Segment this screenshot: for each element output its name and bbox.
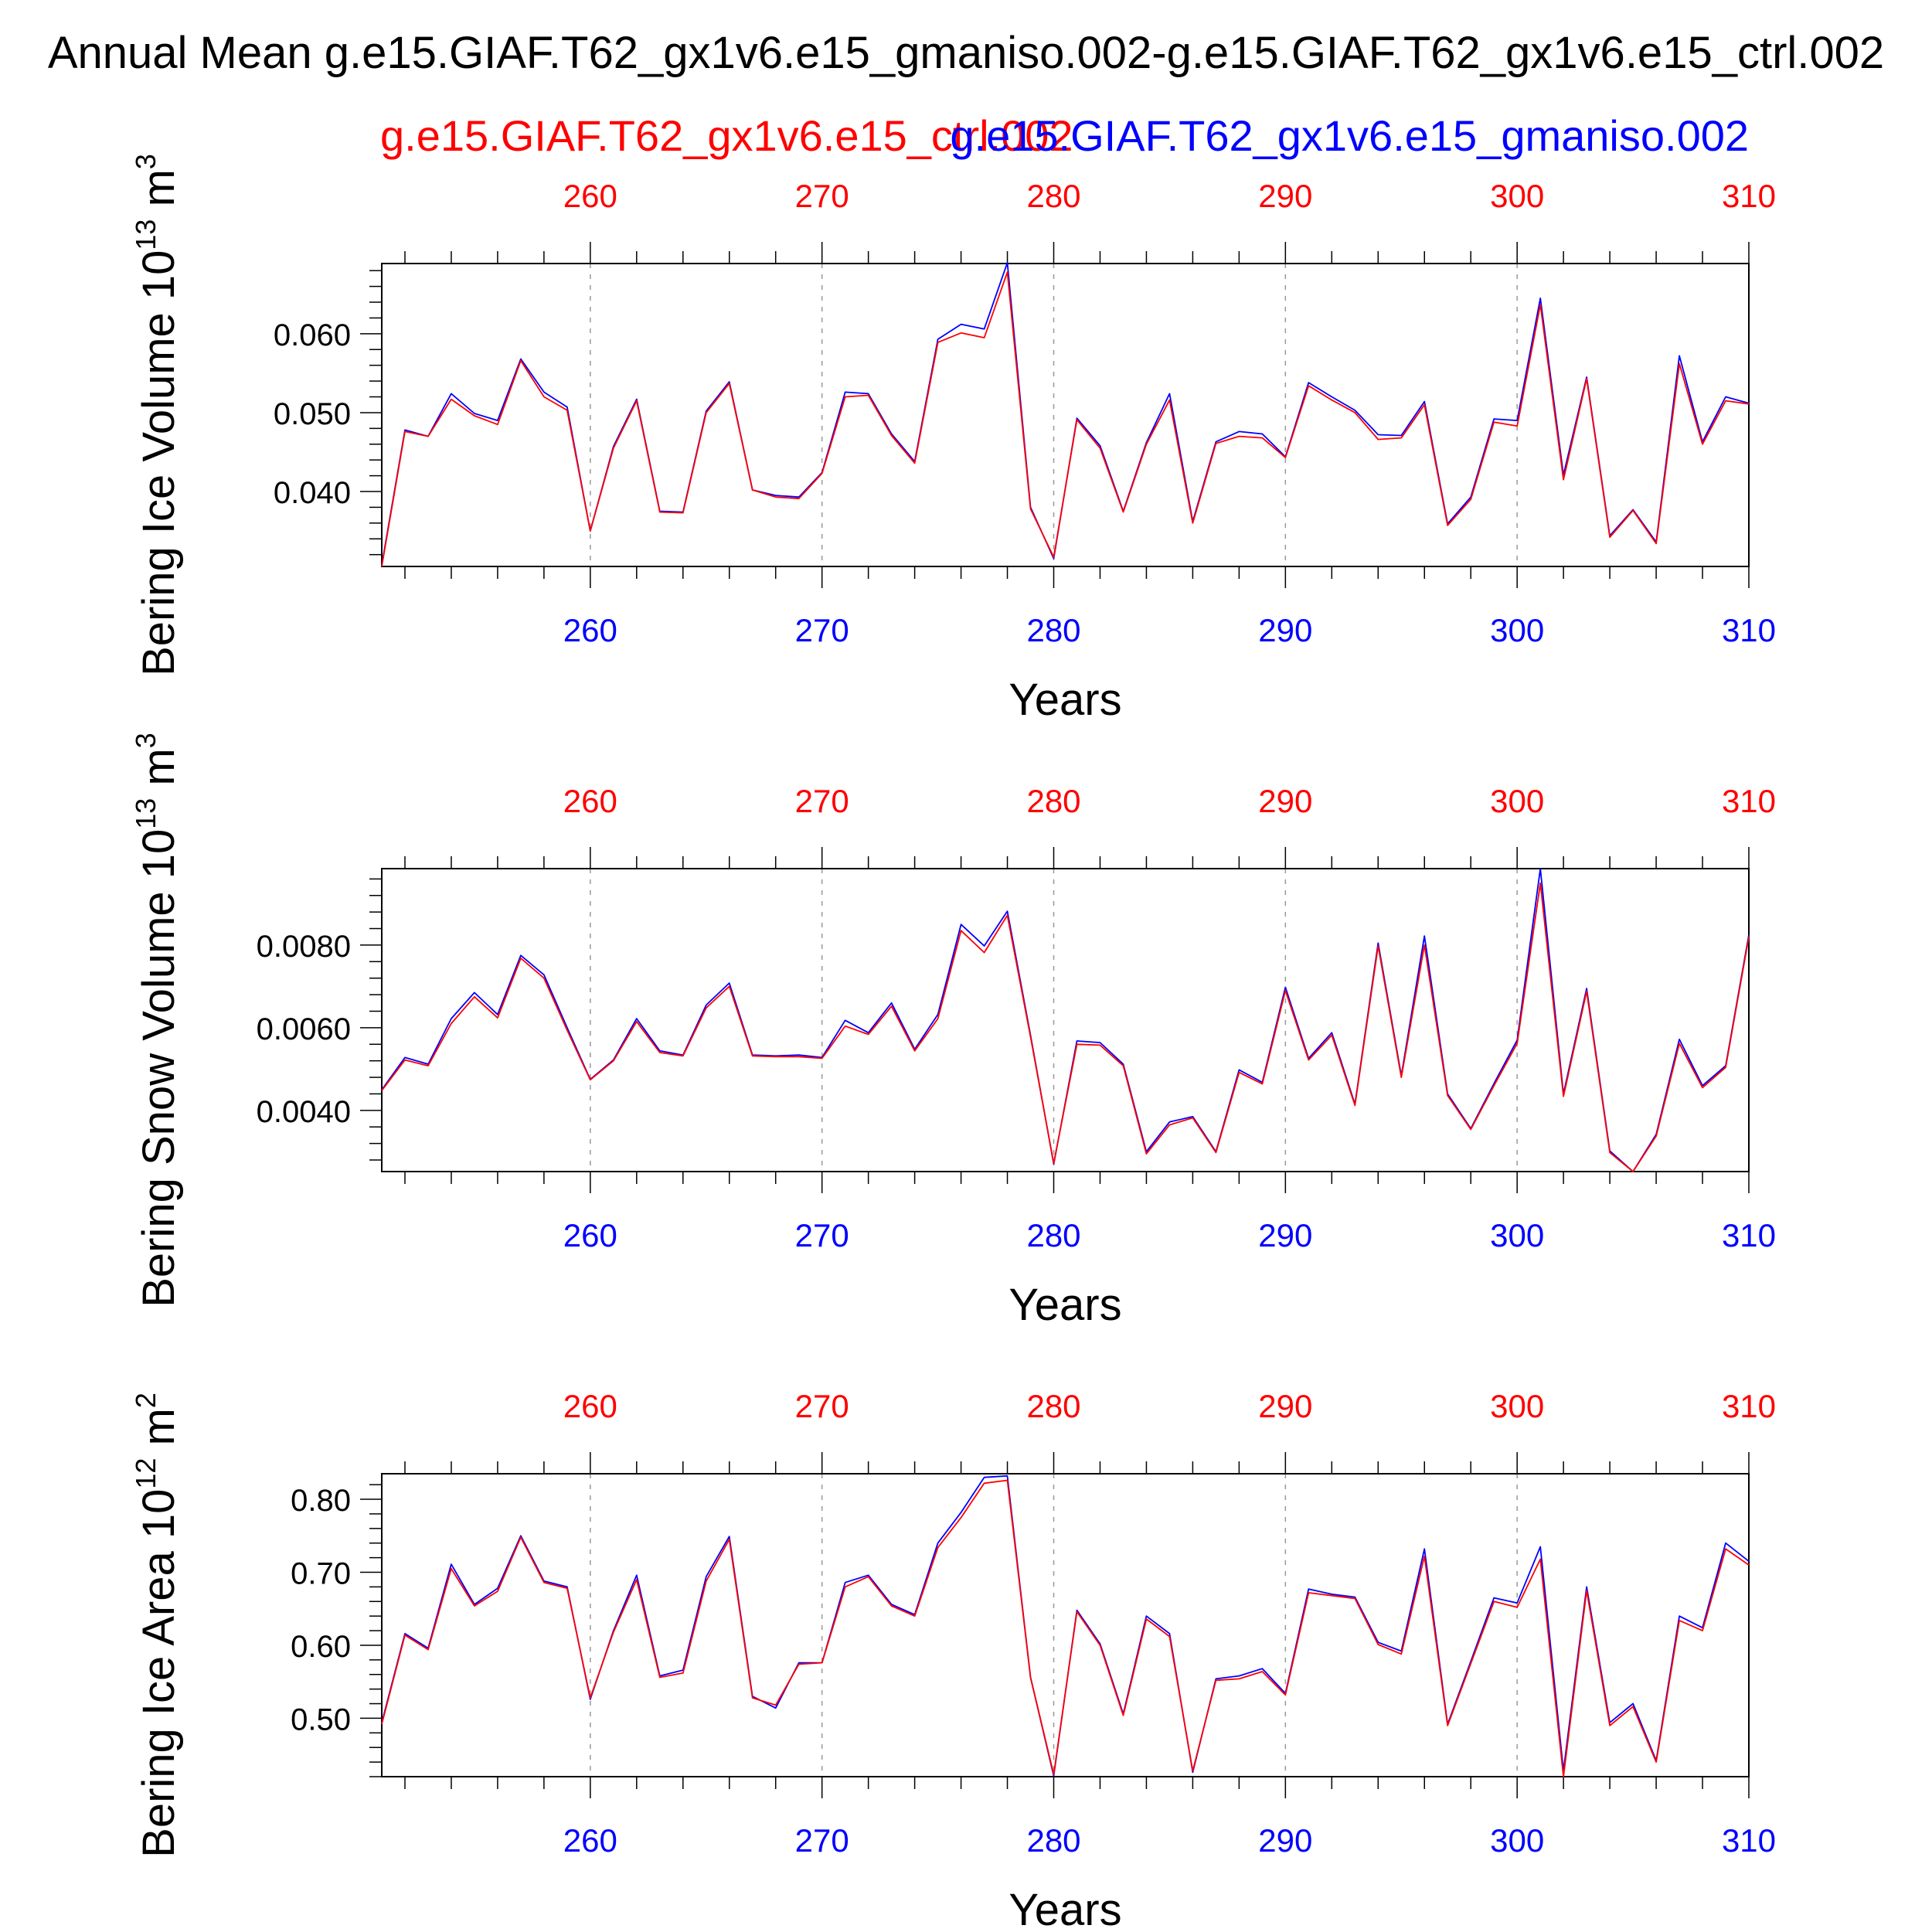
x-tick-label-bottom: 280 xyxy=(1026,612,1080,648)
x-tick-label-top: 270 xyxy=(795,783,849,819)
chart-panel-2: 0.0040 0.0060 0.0080 260 260 270 270 280 280 290 2… xyxy=(130,733,1776,1330)
legend-entry-ctrl: g.e15.GIAF.T62_gx1v6.e15_ctrl.002 xyxy=(380,111,1073,160)
y-tick-label: 0.060 xyxy=(274,318,351,352)
y-axis-label-unit-exponent: 3 xyxy=(130,733,162,748)
legend-entry-gmaniso: g.e15.GIAF.T62_gx1v6.e15_gmaniso.002 xyxy=(950,111,1749,160)
x-tick-label-top: 300 xyxy=(1490,1388,1544,1424)
x-tick-label-top: 260 xyxy=(563,783,617,819)
y-axis-label-unit-exponent: 2 xyxy=(130,1393,162,1408)
y-axis-label-exponent: 13 xyxy=(130,219,162,250)
y-axis-label-text: Bering Snow Volume 10 xyxy=(134,829,184,1308)
x-tick-label-bottom: 270 xyxy=(795,612,849,648)
y-axis-label: Bering Snow Volume 1013 m3 xyxy=(130,733,184,1308)
series-line-ctrl xyxy=(381,271,1750,567)
plot-frame xyxy=(381,263,1750,567)
x-tick-label-bottom: 290 xyxy=(1258,1217,1312,1253)
figure-title: Annual Mean g.e15.GIAF.T62_gx1v6.e15_gma… xyxy=(48,28,1884,78)
chart-panels: 0.040 0.050 0.060 260 260 270 270 280 280 290 290 3… xyxy=(130,154,1776,1932)
plot-frame xyxy=(381,868,1750,1172)
x-tick-label-top: 260 xyxy=(563,178,617,214)
x-tick-label-bottom: 290 xyxy=(1258,1822,1312,1859)
series-line-ctrl xyxy=(381,1479,1750,1777)
x-tick-label-top: 290 xyxy=(1258,178,1312,214)
x-tick-label-top: 300 xyxy=(1490,178,1544,214)
series-line-ctrl xyxy=(381,882,1750,1172)
x-tick-label-top: 290 xyxy=(1258,1388,1312,1424)
x-tick-label-bottom: 270 xyxy=(795,1822,849,1859)
x-tick-label-bottom: 280 xyxy=(1026,1822,1080,1859)
y-tick-label: 0.0060 xyxy=(257,1012,351,1046)
y-axis-label-unit: m xyxy=(134,169,184,219)
x-tick-label-bottom: 260 xyxy=(563,1217,617,1253)
y-axis-label-text: Bering Ice Area 10 xyxy=(134,1489,184,1858)
x-tick-label-top: 280 xyxy=(1026,178,1080,214)
y-tick-label: 0.0080 xyxy=(257,930,351,964)
x-tick-label-top: 310 xyxy=(1722,178,1776,214)
x-tick-label-bottom: 300 xyxy=(1490,1822,1544,1859)
y-axis-label-exponent: 12 xyxy=(130,1458,162,1489)
y-axis-label-unit-exponent: 3 xyxy=(130,154,162,169)
y-axis-label: Bering Ice Volume 1013 m3 xyxy=(130,154,184,676)
x-tick-label-top: 310 xyxy=(1722,783,1776,819)
x-tick-label-bottom: 300 xyxy=(1490,612,1544,648)
x-tick-label-bottom: 310 xyxy=(1722,1822,1776,1859)
x-tick-label-bottom: 290 xyxy=(1258,612,1312,648)
series-line-gmaniso xyxy=(381,262,1750,566)
y-tick-label: 0.0040 xyxy=(257,1095,351,1129)
x-axis-label: Years xyxy=(1009,1885,1121,1932)
y-tick-label: 0.040 xyxy=(274,476,351,510)
x-axis-label: Years xyxy=(1009,675,1121,725)
y-tick-label: 0.60 xyxy=(291,1630,351,1664)
y-axis-label-unit: m xyxy=(134,1408,184,1458)
x-tick-label-top: 270 xyxy=(795,178,849,214)
y-axis-label-exponent: 13 xyxy=(130,798,162,829)
x-tick-label-bottom: 270 xyxy=(795,1217,849,1253)
x-tick-label-top: 310 xyxy=(1722,1388,1776,1424)
x-tick-label-bottom: 260 xyxy=(563,1822,617,1859)
x-tick-label-top: 280 xyxy=(1026,1388,1080,1424)
x-tick-label-top: 300 xyxy=(1490,783,1544,819)
x-tick-label-bottom: 280 xyxy=(1026,1217,1080,1253)
y-axis-label-unit: m xyxy=(134,748,184,798)
chart-panel-3: 0.50 0.60 0.70 0.80 260 260 270 270 280 280 290 290… xyxy=(130,1388,1776,1932)
y-tick-label: 0.50 xyxy=(291,1702,351,1736)
y-tick-label: 0.80 xyxy=(291,1484,351,1518)
chart-panel-1: 0.040 0.050 0.060 260 260 270 270 280 280 290 290 3… xyxy=(130,154,1776,725)
series-line-gmaniso xyxy=(381,1475,1750,1777)
plot-frame xyxy=(381,1473,1750,1777)
x-tick-label-bottom: 260 xyxy=(563,612,617,648)
x-tick-label-top: 260 xyxy=(563,1388,617,1424)
x-tick-label-top: 290 xyxy=(1258,783,1312,819)
x-tick-label-bottom: 300 xyxy=(1490,1217,1544,1253)
x-tick-label-bottom: 310 xyxy=(1722,1217,1776,1253)
x-tick-label-top: 270 xyxy=(795,1388,849,1424)
x-axis-label: Years xyxy=(1009,1280,1121,1330)
y-axis-label-text: Bering Ice Volume 10 xyxy=(134,250,184,676)
x-tick-label-bottom: 310 xyxy=(1722,612,1776,648)
y-axis-label: Bering Ice Area 1012 m2 xyxy=(130,1393,184,1858)
y-tick-label: 0.050 xyxy=(274,397,351,431)
legend: g.e15.GIAF.T62_gx1v6.e15_ctrl.002 g.e15.… xyxy=(380,111,1749,160)
x-tick-label-top: 280 xyxy=(1026,783,1080,819)
y-tick-label: 0.70 xyxy=(291,1557,351,1591)
